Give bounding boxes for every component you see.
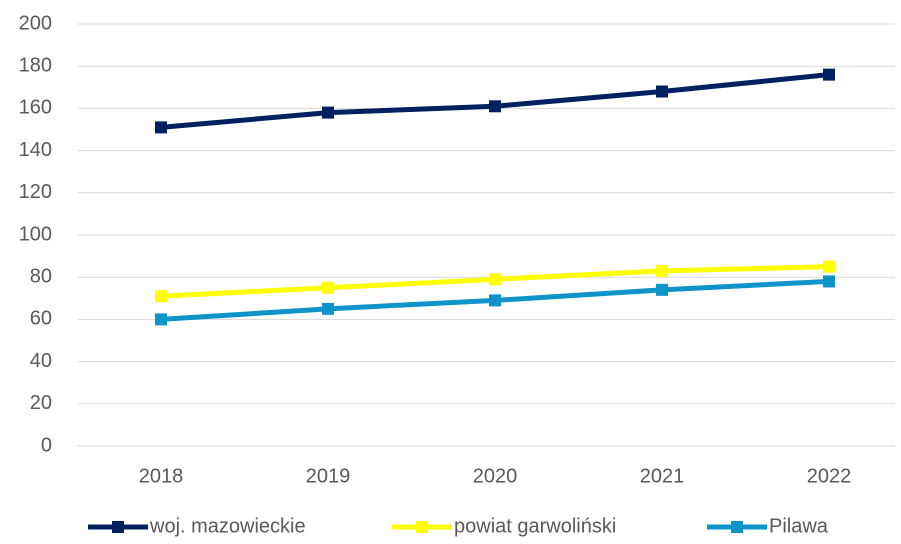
y-tick-label: 40 bbox=[30, 350, 52, 372]
marker bbox=[489, 273, 501, 286]
x-tick-label: 2022 bbox=[807, 465, 852, 487]
y-tick-label: 20 bbox=[30, 392, 52, 414]
legend-label: powiat garwoliński bbox=[454, 515, 616, 537]
marker bbox=[322, 302, 334, 315]
y-tick-label: 120 bbox=[19, 181, 52, 203]
x-tick-label: 2021 bbox=[640, 465, 685, 487]
marker bbox=[823, 68, 835, 81]
marker bbox=[823, 275, 835, 288]
marker bbox=[322, 106, 334, 119]
legend-marker bbox=[112, 521, 124, 533]
y-tick-label: 180 bbox=[19, 54, 52, 76]
marker bbox=[322, 281, 334, 294]
y-tick-label: 140 bbox=[19, 139, 52, 161]
marker bbox=[489, 100, 501, 113]
marker bbox=[155, 313, 167, 326]
marker bbox=[823, 260, 835, 273]
y-tick-label: 80 bbox=[30, 265, 52, 287]
x-tick-label: 2020 bbox=[473, 465, 518, 487]
y-tick-label: 100 bbox=[19, 223, 52, 245]
y-tick-label: 200 bbox=[19, 12, 52, 34]
legend-label: Pilawa bbox=[769, 515, 829, 537]
marker bbox=[656, 264, 668, 277]
legend-marker bbox=[416, 521, 428, 533]
marker bbox=[656, 283, 668, 296]
marker bbox=[489, 294, 501, 307]
y-tick-label: 60 bbox=[30, 308, 52, 330]
marker bbox=[656, 85, 668, 98]
marker bbox=[155, 121, 167, 134]
y-tick-label: 160 bbox=[19, 97, 52, 119]
legend-marker bbox=[731, 521, 743, 533]
marker bbox=[155, 290, 167, 303]
x-tick-label: 2018 bbox=[139, 465, 184, 487]
y-tick-label: 0 bbox=[41, 434, 52, 456]
legend-label: woj. mazowieckie bbox=[149, 515, 306, 537]
x-tick-label: 2019 bbox=[306, 465, 351, 487]
